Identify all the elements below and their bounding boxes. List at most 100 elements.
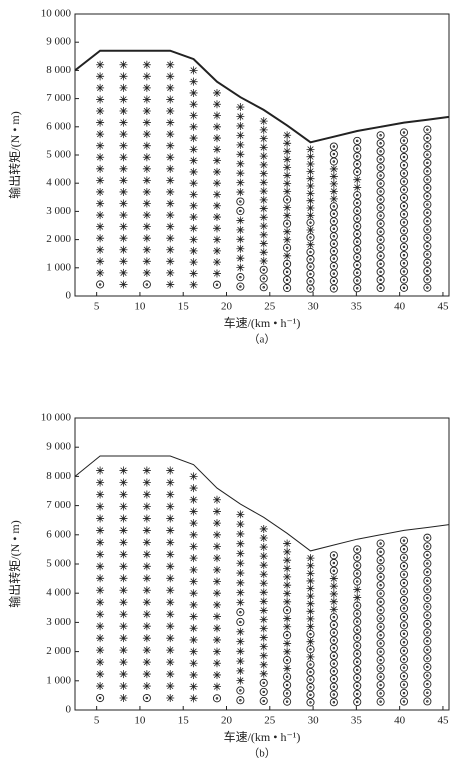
star-marker [142, 526, 151, 535]
circle-marker [376, 203, 385, 212]
star-marker [189, 111, 198, 120]
star-marker [236, 520, 245, 529]
star-marker [119, 141, 128, 150]
circle-marker [399, 689, 409, 698]
y-axis-label: 输出转矩/(N • m) [7, 111, 22, 199]
circle-marker [236, 608, 245, 617]
y-tick-label: 3 000 [46, 205, 71, 217]
star-marker [283, 147, 292, 156]
circle-marker [399, 259, 409, 268]
star-marker [259, 152, 268, 161]
circle-marker [423, 225, 432, 234]
circle-marker [376, 656, 385, 665]
star-marker [283, 597, 292, 606]
star-marker [259, 117, 268, 126]
circle-marker [306, 690, 315, 699]
star-marker [166, 60, 175, 69]
star-marker [259, 230, 268, 239]
x-tick-label: 15 [178, 715, 190, 727]
circle-marker [423, 645, 432, 654]
circle-marker [423, 192, 432, 201]
star-marker [142, 118, 151, 127]
circle-marker [329, 659, 338, 668]
circle-marker [329, 239, 338, 248]
star-marker [119, 502, 128, 511]
circle-marker [399, 536, 409, 545]
star-marker [96, 490, 105, 499]
star-marker [119, 526, 128, 535]
star-marker [96, 598, 105, 607]
star-marker [236, 178, 245, 187]
star-marker [189, 145, 198, 154]
circle-marker [423, 671, 432, 680]
star-marker [212, 190, 221, 199]
star-marker [212, 635, 221, 644]
circle-marker [423, 568, 432, 577]
star-marker [283, 564, 292, 573]
circle-marker [376, 564, 385, 573]
circle-marker [376, 251, 385, 260]
star-marker [166, 466, 175, 475]
star-marker [96, 60, 105, 69]
circle-marker [423, 250, 432, 259]
circle-marker [399, 655, 409, 664]
star-marker [96, 670, 105, 679]
circle-marker [423, 559, 432, 568]
star-marker [212, 246, 221, 255]
circle-marker [423, 200, 432, 209]
boundary-line [74, 49, 450, 144]
star-marker [189, 507, 198, 516]
star-marker [259, 543, 268, 552]
star-marker [166, 562, 175, 571]
circle-marker [399, 242, 409, 251]
star-marker [283, 139, 292, 148]
star-marker [306, 592, 315, 601]
star-marker [236, 216, 245, 225]
star-marker [329, 605, 338, 614]
star-marker [283, 622, 292, 631]
x-tick-label: 10 [134, 301, 146, 313]
star-marker [96, 658, 105, 667]
star-marker [259, 213, 268, 222]
star-marker [236, 150, 245, 159]
y-tick-label: 5 000 [46, 149, 71, 161]
circle-marker [376, 187, 385, 196]
star-marker [259, 524, 268, 533]
circle-marker [376, 647, 385, 656]
star-marker [119, 550, 128, 559]
circle-marker [329, 209, 338, 218]
star-marker [283, 155, 292, 164]
star-marker [283, 664, 292, 673]
circle-marker [353, 673, 362, 682]
star-marker [329, 194, 338, 203]
star-marker [306, 160, 315, 169]
circle-marker [283, 689, 292, 698]
star-marker [96, 211, 105, 220]
star-marker [236, 131, 245, 140]
circle-marker [329, 262, 338, 271]
circle-marker [353, 253, 362, 262]
star-marker [212, 519, 221, 528]
y-tick-label: 1 000 [46, 674, 71, 686]
circle-marker [259, 696, 268, 705]
circle-marker [376, 179, 385, 188]
circle-marker [329, 232, 338, 241]
circle-marker [399, 646, 409, 655]
circle-marker [376, 139, 385, 148]
y-tick-label: 5 000 [46, 558, 71, 570]
x-tick-label: 25 [264, 715, 276, 727]
star-marker [166, 118, 175, 127]
star-marker [212, 647, 221, 656]
star-marker [259, 195, 268, 204]
circle-marker [376, 672, 385, 681]
circle-marker [306, 698, 315, 707]
circle-marker [399, 177, 409, 186]
star-marker [96, 141, 105, 150]
star-marker [329, 179, 338, 188]
circle-marker [259, 265, 268, 274]
circle-marker [353, 577, 362, 586]
star-marker [259, 248, 268, 257]
star-marker [142, 141, 151, 150]
star-marker [142, 538, 151, 547]
star-marker [306, 182, 315, 191]
